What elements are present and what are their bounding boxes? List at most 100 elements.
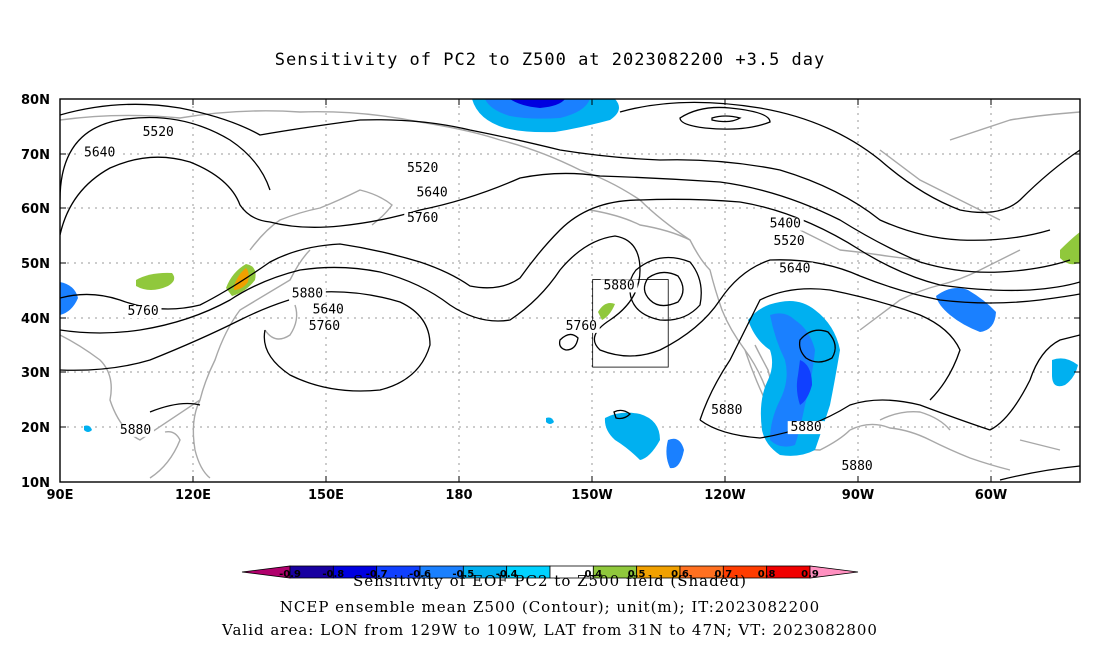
- lat-labels: 80N 70N 60N 50N 40N 30N 20N 10N: [21, 93, 50, 491]
- shade-patch-pacific-core: [666, 438, 684, 469]
- colorbar-end-high: [809, 565, 859, 579]
- contour-5400: [619, 101, 1080, 214]
- contour-label-bg: [404, 212, 442, 226]
- contour-label-bg: [139, 126, 177, 140]
- shade-patch-green-3: [598, 303, 615, 320]
- contour-5880-se: [999, 465, 1080, 481]
- shade-patch-atlantic: [936, 288, 996, 332]
- contour-5760: [60, 198, 1080, 310]
- contour-5640-north: [60, 156, 1071, 273]
- lon-label: 150W: [571, 488, 612, 503]
- lat-label: 30N: [21, 366, 50, 381]
- caption-shading: Sensitivity of EOF PC2 to Z500 field (Sh…: [352, 572, 748, 590]
- shade-patch-atlantic-light: [1052, 358, 1078, 387]
- contour-label-bg: [309, 303, 347, 317]
- contour-label-bg: [289, 287, 326, 301]
- plot-title: Sensitivity of PC2 to Z500 at 2023082200…: [274, 50, 826, 70]
- contour-label: 5520: [773, 234, 804, 249]
- shade-patch-mexico-core: [770, 313, 815, 447]
- contour-label: 5640: [313, 302, 344, 317]
- lon-label: 120E: [175, 488, 211, 503]
- lon-label: 120W: [704, 488, 745, 503]
- shade-patch-green-east: [1060, 232, 1080, 265]
- shade-patch-orange: [234, 268, 249, 290]
- shade-patch-green-1: [136, 272, 175, 290]
- lat-label: 80N: [21, 93, 50, 108]
- sensitivity-shading: [60, 99, 1080, 469]
- contour-label-bg: [413, 186, 451, 200]
- colorbar-level-label: -0.6: [409, 569, 431, 580]
- contour-label-bg: [770, 235, 808, 249]
- contour-5880-south: [699, 399, 991, 439]
- contour-label-bg: [81, 146, 119, 160]
- colorbar-level-label: 0.6: [671, 569, 689, 580]
- contour-label-bg: [776, 262, 814, 276]
- contour-label: 5520: [407, 161, 438, 176]
- shade-patch-arctic-deep: [510, 99, 565, 108]
- contour-label-bg: [708, 404, 746, 418]
- contour-label: 5640: [779, 261, 810, 276]
- colorbar: -0.9 -0.8 -0.7 -0.6 -0.5 -0.4 0.4 0.5 0.6 0.7 0.8 0…: [241, 565, 859, 580]
- lat-label: 10N: [21, 476, 50, 491]
- coastlines: [60, 110, 1080, 479]
- shade-patch-west-edge: [60, 282, 78, 315]
- colorbar-level-label: -0.9: [279, 569, 301, 580]
- contour-label-bg: [117, 423, 154, 437]
- contour-label: 5760: [566, 319, 597, 334]
- contour-label: 5640: [84, 145, 115, 160]
- shade-patch-small-1: [84, 425, 92, 432]
- contour-5400-low-inner: [711, 115, 742, 123]
- contour-ridge-mexico: [798, 329, 836, 363]
- contour-label: 5880: [292, 287, 323, 302]
- colorbar-level-label: 0.9: [801, 569, 819, 580]
- contour-label-bg: [838, 459, 876, 473]
- contour-label: 5400: [770, 217, 801, 232]
- contour-label-bg: [404, 161, 442, 175]
- lon-label: 90E: [47, 488, 74, 503]
- lon-label: 90W: [842, 488, 874, 503]
- contour-label: 5760: [309, 319, 340, 334]
- contour-label-bg: [124, 305, 162, 319]
- lon-label: 150E: [308, 488, 344, 503]
- lat-label: 60N: [21, 202, 50, 217]
- shade-patch-mexico-deep: [796, 360, 812, 405]
- contour-5880-far-east: [989, 334, 1080, 431]
- colorbar-level-label: 0.4: [584, 569, 602, 580]
- shade-patch-arctic-core: [485, 99, 590, 119]
- contour-label: 5760: [407, 211, 438, 226]
- lon-label: 180: [445, 488, 472, 503]
- contour-low-pacific-outer: [628, 256, 702, 321]
- lat-label: 50N: [21, 257, 50, 272]
- caption-contour: NCEP ensemble mean Z500 (Contour); unit(…: [279, 598, 821, 616]
- colorbar-level-label: -0.5: [452, 569, 474, 580]
- z500-contours: [60, 101, 1080, 481]
- contour-small-3: [149, 402, 201, 413]
- lat-label: 70N: [21, 148, 50, 163]
- colorbar-level-label: -0.7: [366, 569, 388, 580]
- map-frame: [59, 98, 1081, 483]
- colorbar-level-label: -0.8: [322, 569, 344, 580]
- colorbar-level-label: -0.4: [496, 569, 518, 580]
- lat-lon-grid: [60, 99, 1080, 482]
- contour-5520-b: [60, 116, 271, 201]
- contour-label-bg: [766, 217, 804, 231]
- contour-5760-b: [60, 235, 1080, 357]
- contour-label: 5640: [416, 185, 447, 200]
- colorbar-level-label: 0.5: [628, 569, 646, 580]
- contour-label: 5520: [143, 125, 174, 140]
- contour-label-bg: [600, 279, 638, 293]
- colorbar-level-label: 0.7: [714, 569, 732, 580]
- contour-label: 5880: [841, 459, 872, 474]
- lon-labels: 90E 120E 150E 180 150W 120W 90W 60W: [47, 488, 1008, 503]
- lat-label: 40N: [21, 312, 50, 327]
- contour-5880: [60, 291, 431, 392]
- contour-label-bg: [306, 319, 343, 333]
- lat-label: 20N: [21, 421, 50, 436]
- contour-label-bg: [787, 421, 825, 435]
- contour-5520-north: [60, 103, 1051, 241]
- lon-label: 60W: [975, 488, 1007, 503]
- shade-patch-pacific: [604, 412, 660, 460]
- contour-label: 5880: [120, 423, 151, 438]
